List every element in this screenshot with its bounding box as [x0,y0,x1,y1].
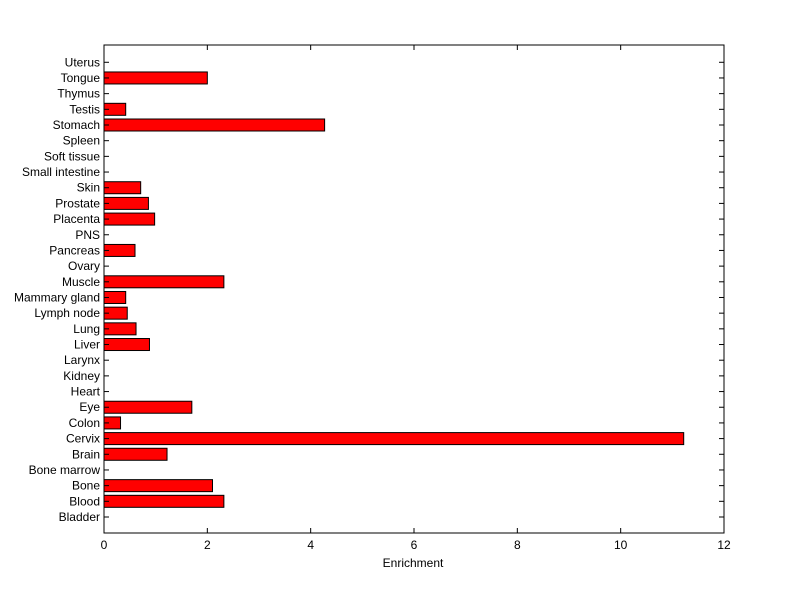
y-tick-label: Bone marrow [29,463,101,477]
bar [103,275,225,289]
bar [103,400,193,414]
bar [103,494,225,508]
bar [103,196,149,210]
x-tick-label: 10 [614,538,628,552]
x-tick-label: 6 [411,538,418,552]
y-tick-label: Testis [69,102,100,116]
y-tick-label: Bladder [59,510,100,524]
bar [103,212,156,226]
y-tick-label: Soft tissue [44,149,100,163]
y-tick-label: Spleen [63,134,100,148]
plot-frame [103,44,725,534]
x-tick-label: 0 [101,538,108,552]
y-tick-label: Cervix [66,432,100,446]
y-tick-label: Small intestine [22,165,100,179]
x-tick-label: 12 [717,538,731,552]
y-tick-label: Bone [72,479,100,493]
y-tick-label: Lung [73,322,100,336]
y-tick-label: Uterus [65,55,100,69]
plot-area [104,45,724,533]
y-tick-label: Muscle [62,275,100,289]
y-tick-label: Colon [69,416,100,430]
y-tick-label: Lymph node [34,306,100,320]
bar [103,479,213,493]
y-tick-label: Mammary gland [14,290,100,304]
y-tick-label: Larynx [64,353,100,367]
y-tick-label: Thymus [57,87,100,101]
bar [103,181,142,195]
y-tick-label: Blood [69,494,100,508]
y-tick-label: Skin [77,181,100,195]
y-tick-label: Eye [79,400,100,414]
x-axis-label: Enrichment [383,556,444,570]
x-ticks-layer: 0 2 4 6 8 10 12 [101,45,731,552]
x-tick-label: 4 [307,538,314,552]
y-tick-label: Heart [71,385,101,399]
y-tick-label: Prostate [55,196,100,210]
y-tick-label: Placenta [53,212,100,226]
y-tick-label: Brain [72,447,100,461]
y-tick-label: Tongue [61,71,101,85]
x-tick-label: 8 [514,538,521,552]
x-tick-label: 2 [204,538,211,552]
y-tick-label: Pancreas [49,243,100,257]
y-tick-label: Ovary [68,259,100,273]
bar [103,447,168,461]
y-tick-label: Liver [74,338,100,352]
y-tick-label: PNS [75,228,100,242]
y-tick-label: Stomach [53,118,100,132]
bar [103,71,208,85]
bar [103,118,326,132]
y-tick-label: Kidney [63,369,100,383]
bar [103,338,150,352]
bar [103,432,685,446]
